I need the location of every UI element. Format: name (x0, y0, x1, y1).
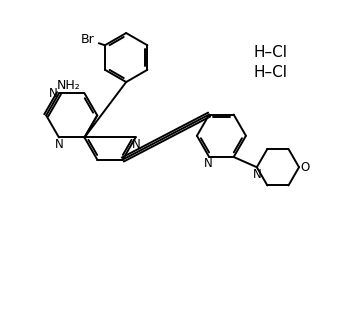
Text: NH₂: NH₂ (56, 79, 80, 92)
Text: N: N (55, 138, 63, 151)
Text: N: N (49, 87, 58, 100)
Text: N: N (252, 168, 261, 181)
Text: O: O (300, 161, 310, 174)
Text: N: N (204, 157, 213, 170)
Text: N: N (132, 138, 141, 151)
Text: Br: Br (80, 33, 94, 46)
Text: H–Cl: H–Cl (254, 45, 288, 60)
Text: H–Cl: H–Cl (254, 65, 288, 80)
